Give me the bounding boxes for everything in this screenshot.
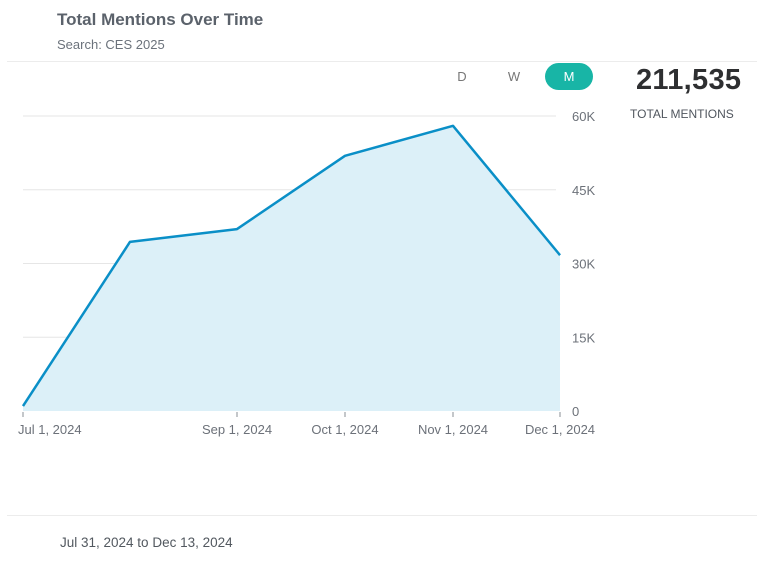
footer-divider: [7, 515, 757, 516]
x-tick-label: Nov 1, 2024: [418, 422, 488, 437]
interval-day-button[interactable]: D: [457, 69, 467, 84]
x-tick-label: Oct 1, 2024: [311, 422, 378, 437]
search-subtitle: Search: CES 2025: [57, 37, 165, 52]
header-divider: [7, 61, 757, 62]
chart-title: Total Mentions Over Time: [57, 10, 264, 29]
area-fill: [23, 125, 560, 411]
y-tick-label: 30K: [572, 257, 595, 272]
x-tick-label: Jul 1, 2024: [18, 422, 82, 437]
y-tick-label: 45K: [572, 183, 595, 198]
interval-month-button[interactable]: M: [545, 63, 593, 90]
y-tick-label: 0: [572, 404, 579, 419]
interval-week-button[interactable]: W: [507, 69, 521, 84]
total-mentions-value: 211,535: [636, 64, 742, 96]
x-tick-label: Dec 1, 2024: [525, 422, 595, 437]
y-tick-label: 15K: [572, 330, 595, 345]
date-range: Jul 31, 2024 to Dec 13, 2024: [60, 535, 233, 550]
series-line: [21, 124, 561, 407]
x-tick-label: Sep 1, 2024: [202, 422, 272, 437]
y-tick-label: 60K: [572, 109, 595, 124]
total-mentions-label: TOTAL MENTIONS: [630, 107, 734, 121]
